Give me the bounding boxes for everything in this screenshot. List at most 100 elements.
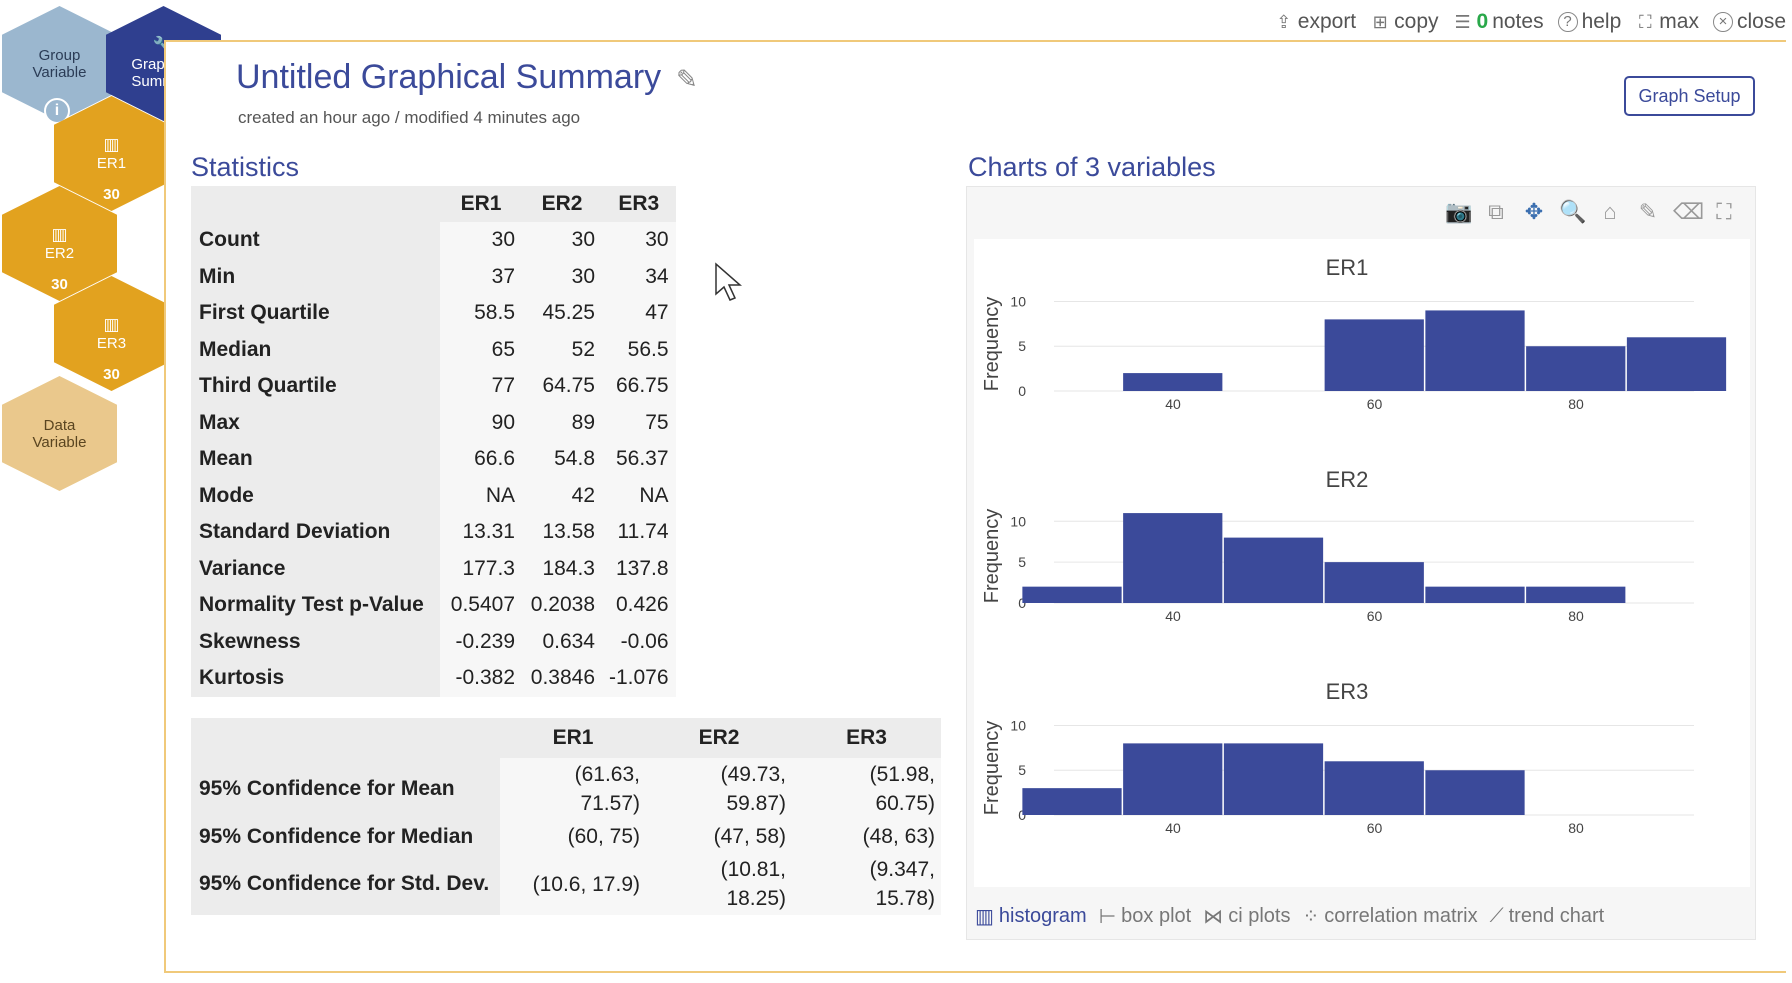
row-label: 95% Confidence for Median [199,824,474,848]
cell-value: 45.25 [522,295,602,332]
cell-value: 56.37 [602,441,676,478]
interval-line: 60.75) [875,792,935,815]
er1-hex[interactable]: ▥ ER1 30 [54,96,169,211]
row-label: First Quartile [199,301,330,325]
histogram-bar [1425,310,1525,391]
x-tick-label: 60 [1367,396,1383,412]
statistics-row: Median 65 52 56.5 [191,331,676,368]
interval-line: 18.25) [726,887,786,910]
cell-value: -0.239 [440,623,522,660]
export-icon: ⇪ [1276,12,1292,32]
interval-value: (61.63, 71.57) [500,758,646,820]
cell-value: 137.8 [602,550,676,587]
histogram-bar [1626,337,1727,391]
tab-ci-plots[interactable]: ⋈ ci plots [1203,904,1290,929]
cell-value: 65 [440,331,522,368]
histogram-bar [1123,743,1223,815]
interval-value: (48, 63) [792,820,941,853]
edit-pencil-icon[interactable]: ✎ [676,64,698,94]
cell-value: 177.3 [440,550,522,587]
tab-histogram[interactable]: ▥ histogram [975,904,1087,929]
column-header: ER2 [698,726,740,749]
row-label: Median [199,337,272,361]
column-header: ER1 [460,192,502,215]
copy-button[interactable]: ⊞ copy [1370,10,1439,34]
help-button[interactable]: ? help [1557,10,1621,34]
graph-setup-button[interactable]: Graph Setup [1624,76,1755,116]
cell-value: 77 [440,368,522,405]
x-tick-label: 40 [1165,608,1181,624]
notes-button[interactable]: ☰ 0 notes [1453,10,1544,34]
tab-correlation-matrix[interactable]: ⁘ correlation matrix [1302,904,1477,929]
notes-label: notes [1492,10,1544,33]
home-icon[interactable]: ⌂ [1603,199,1617,224]
maximize-icon: ⛶ [1638,12,1652,32]
cell-value: 0.3846 [522,660,602,697]
chart-container: 📷 ⧉ ✥ 🔍 ⌂ ✎ ⌫ ⛶ ER1 0 5 10 Frequency 40 60 80 ER… [966,186,1756,940]
tab-box-plot[interactable]: ⊢ box plot [1099,904,1191,929]
histogram-panel: ER3 0 5 10 Frequency 40 60 80 [981,679,1694,836]
interval-value: (49.73, 59.87) [646,758,792,820]
histogram-bar [1223,743,1324,815]
copy-icon: ⊞ [1372,12,1388,32]
boxplot-icon: ⊢ [1098,906,1117,928]
blank-header [191,186,440,222]
export-label: export [1297,10,1357,33]
interval-line: (9.347, [869,858,935,881]
histogram-bar [1324,562,1424,603]
interval-value: (60, 75) [500,820,646,853]
statistics-heading: Statistics [191,152,300,182]
interval-line: (47, 58) [713,825,786,848]
close-button[interactable]: × close [1712,10,1786,34]
statistics-row: First Quartile 58.5 45.25 47 [191,295,676,332]
confidence-table: ER1 ER2 ER3 95% Confidence for Mean (61.6… [191,718,941,915]
histograms-svg: ER1 0 5 10 Frequency 40 60 80 ER2 0 5 10 Frequency 40… [981,255,1727,836]
fullscreen-icon[interactable]: ⛶ [1716,199,1732,224]
copy-icon[interactable]: ⧉ [1488,199,1504,224]
pan-icon[interactable]: ✥ [1524,199,1544,224]
y-tick-label: 5 [1018,338,1026,354]
histogram-title: ER2 [1326,467,1369,492]
er2-hex-label: ER2 [44,244,75,262]
max-button[interactable]: ⛶ max [1635,10,1699,34]
er1-count-badge: 30 [103,186,120,203]
confidence-row: 95% Confidence for Mean (61.63, 71.57) (49.… [191,758,941,820]
y-tick-label: 0 [1018,595,1026,611]
cell-value: 11.74 [602,514,676,551]
help-icon: ? [1557,12,1578,32]
chart-modebar: 📷 ⧉ ✥ 🔍 ⌂ ✎ ⌫ ⛶ [1445,199,1737,225]
y-axis-label: Frequency [981,297,1003,392]
interval-value: (10.81, 18.25) [646,853,792,915]
histogram-panel: ER1 0 5 10 Frequency 40 60 80 [981,255,1727,412]
max-label: max [1659,10,1699,33]
cell-value: 66.6 [440,441,522,478]
tab-label: box plot [1121,905,1192,927]
erase-icon[interactable]: ⌫ [1673,199,1705,224]
statistics-row: Skewness -0.239 0.634 -0.06 [191,623,676,660]
camera-icon[interactable]: 📷 [1445,199,1473,224]
cell-value: 30 [522,258,602,295]
cell-value: 0.2038 [522,587,602,624]
row-label: Mode [199,483,254,507]
y-tick-label: 0 [1018,383,1026,399]
tab-trend-chart[interactable]: ⟋ trend chart [1490,904,1605,929]
cell-value: 184.3 [522,550,602,587]
statistics-row: Kurtosis -0.382 0.3846 -1.076 [191,660,676,697]
histogram-bar [1324,761,1424,815]
export-button[interactable]: ⇪ export [1274,10,1356,34]
correlation-icon: ⁘ [1302,906,1320,928]
interval-value: (51.98, 60.75) [792,758,941,820]
cell-value: 34 [602,258,676,295]
ciplot-icon: ⋈ [1203,906,1224,928]
cell-value: 30 [522,222,602,259]
cell-value: 66.75 [602,368,676,405]
draw-icon[interactable]: ✎ [1638,199,1658,224]
close-label: close [1736,10,1786,33]
data-variable-hex[interactable]: Data Variable [2,376,117,491]
zoom-icon[interactable]: 🔍 [1559,199,1587,224]
column-header: ER3 [618,192,660,215]
cell-value: 37 [440,258,522,295]
cell-value: 0.5407 [440,587,522,624]
page-title[interactable]: Untitled Graphical Summary [236,58,662,96]
cell-value: 75 [602,404,676,441]
